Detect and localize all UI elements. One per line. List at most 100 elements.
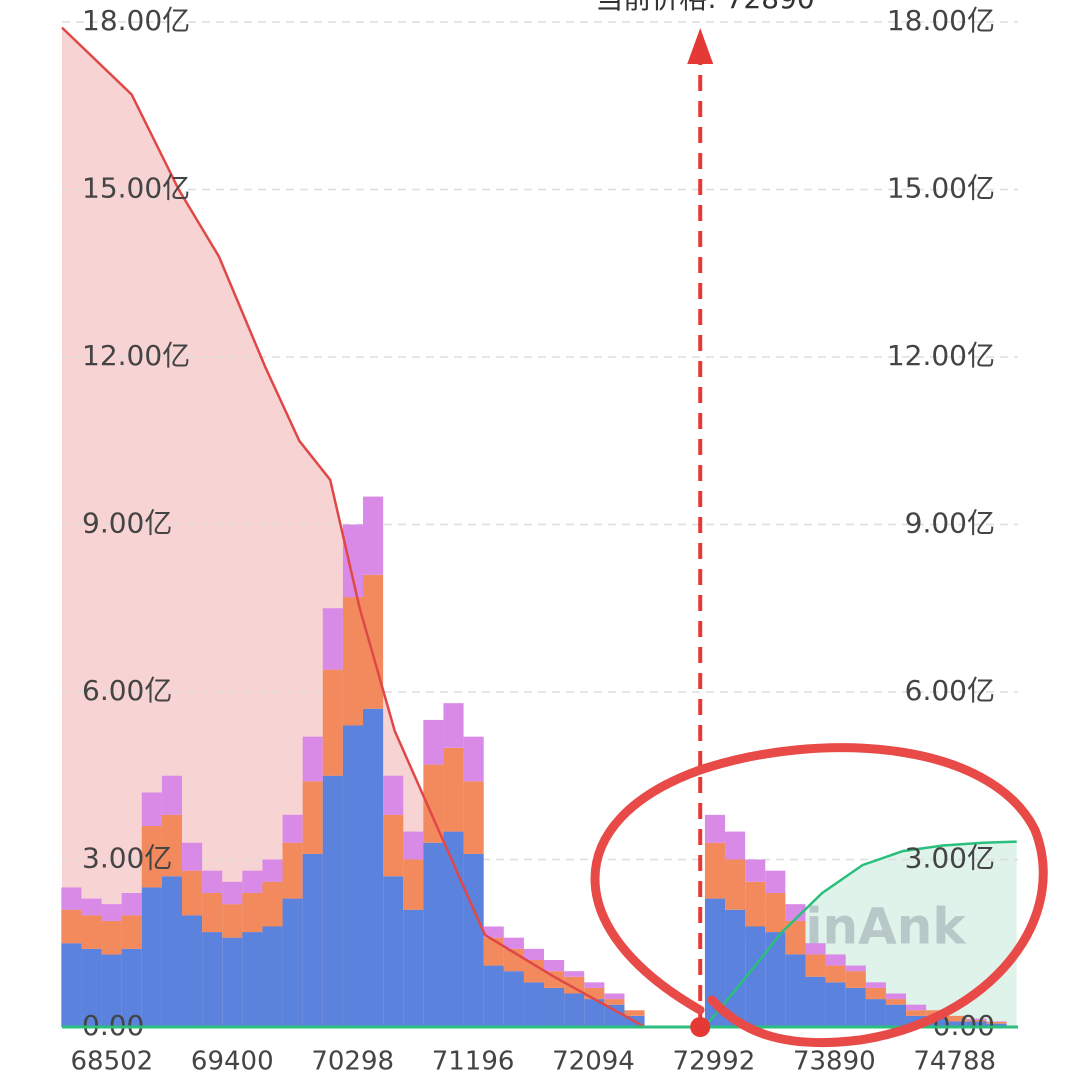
x-tick-label: 70298 (311, 1047, 394, 1077)
bar-segment (101, 954, 122, 1027)
bar-segment (302, 781, 323, 854)
bar-segment (765, 870, 786, 893)
bar-segment (443, 831, 464, 1027)
y-tick-label: 3.00亿 (82, 842, 172, 875)
bar-segment (222, 881, 243, 905)
bar-segment (523, 948, 545, 960)
bar-segment (202, 870, 223, 893)
bar-segment (342, 524, 364, 598)
current-price-label: 当前价格: 72890 (595, 0, 814, 15)
bar-segment (363, 708, 384, 1027)
bar-segment (544, 960, 565, 972)
bar-segment (262, 881, 283, 927)
bar-segment (121, 893, 142, 916)
x-tick-label: 72094 (552, 1047, 635, 1077)
bar-segment (966, 1021, 987, 1027)
bar-segment (61, 909, 82, 944)
bar-segment (906, 1010, 927, 1016)
bar-segment (564, 971, 585, 977)
bar-segment (161, 814, 183, 877)
bar-segment (182, 915, 203, 1027)
bar-segment (805, 954, 826, 977)
bar-segment (483, 937, 504, 966)
bar-segment (141, 792, 162, 826)
bar-segment (946, 1021, 967, 1027)
bar-segment (845, 971, 866, 988)
y2-tick-label: 3.00亿 (905, 842, 995, 875)
bar-segment (604, 1004, 625, 1027)
bar-segment (463, 853, 484, 1027)
highlight-circle (590, 743, 1048, 1048)
bar-segment (885, 999, 907, 1005)
bar-segment (403, 859, 424, 910)
bar-segment (403, 831, 424, 860)
bar-segment (161, 775, 183, 815)
y2-tick-label: 18.00亿 (887, 4, 995, 37)
bar-segment (765, 893, 786, 933)
bar-segment (704, 814, 726, 843)
bar-segment (986, 1021, 1007, 1022)
bar-segment (845, 987, 866, 1027)
y2-tick-label: 9.00亿 (905, 507, 995, 540)
bar-segment (845, 965, 866, 972)
bar-segment (885, 1004, 907, 1027)
bar-segment (322, 775, 343, 1027)
bar-segment (443, 703, 464, 748)
bar-segment (121, 948, 142, 1027)
bar-segment (242, 893, 263, 933)
bar-segment (966, 1019, 987, 1022)
bar-segment (463, 736, 484, 782)
bar-segment (966, 1018, 987, 1020)
y-tick-label: 12.00亿 (82, 339, 190, 372)
x-tick-label: 74788 (913, 1047, 996, 1077)
cumulative-area (62, 27, 645, 1028)
bar-segment (81, 948, 102, 1027)
bar-segment (986, 1021, 1007, 1024)
bar-segment (745, 926, 766, 1027)
x-tick-label: 69400 (191, 1047, 274, 1077)
bar-segment (745, 881, 766, 927)
bar-segment (182, 870, 203, 916)
bar-segment (483, 926, 504, 938)
bar-segment (564, 993, 585, 1027)
bar-segment (182, 842, 203, 871)
bar-segment (946, 1015, 967, 1022)
y2-tick-label: 12.00亿 (887, 339, 995, 372)
bar-segment (141, 887, 162, 1027)
bar-segment (423, 719, 444, 765)
bar-segment (61, 943, 82, 1027)
bar-segment (544, 971, 565, 988)
bar-segment (242, 870, 263, 893)
bar-segment (805, 976, 826, 1027)
y2-tick-label: 6.00亿 (905, 674, 995, 707)
x-tick-label: 72992 (673, 1047, 756, 1077)
bar-segment (503, 937, 524, 949)
y-tick-label: 18.00亿 (82, 4, 190, 37)
bar-segment (704, 898, 726, 1027)
bar-segment (403, 909, 424, 1027)
bar-segment (584, 987, 605, 1000)
y-tick-label: 9.00亿 (82, 507, 172, 540)
bar-segment (282, 842, 303, 899)
bar-segment (61, 887, 82, 910)
cumulative-line (61, 26, 646, 1029)
bar-segment (383, 814, 404, 877)
bar-segment (81, 898, 102, 916)
bar-segment (423, 842, 444, 1027)
bar-segment (202, 932, 223, 1027)
bar-segment (544, 987, 565, 1027)
bar-segment (322, 669, 343, 776)
bar-segment (725, 859, 746, 910)
bar-segment (363, 574, 384, 709)
bar-segment (222, 937, 243, 1027)
bar-segment (121, 915, 142, 949)
y-tick-label: 15.00亿 (82, 172, 190, 205)
bar-segment (463, 781, 484, 854)
bar-segment (805, 943, 826, 955)
lines (61, 26, 1017, 1029)
bar-segment (523, 960, 545, 983)
bar-segment (383, 876, 404, 1027)
bar-segment (986, 1023, 1007, 1027)
